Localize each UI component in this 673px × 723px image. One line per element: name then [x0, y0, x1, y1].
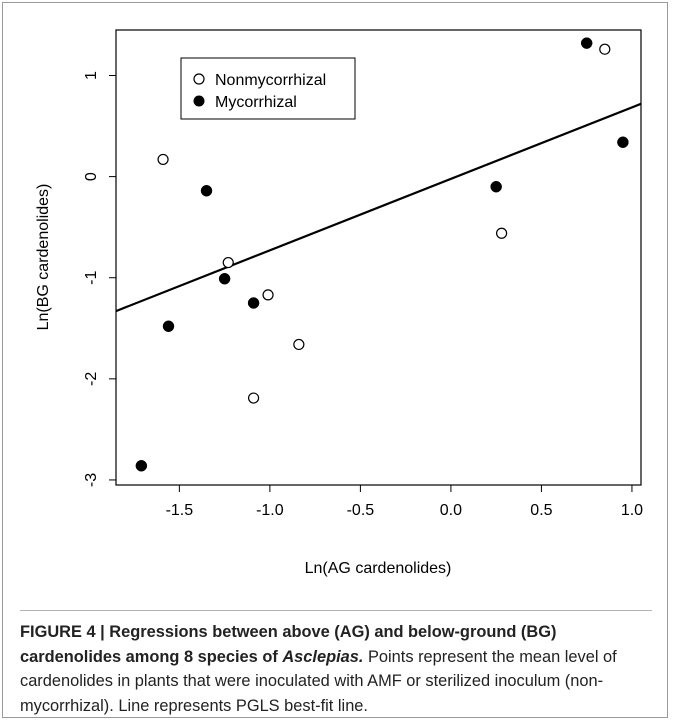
mycorrhizal-point — [135, 460, 148, 472]
nonmycorrhizal-point — [262, 289, 274, 301]
nonmycorrhizal-point — [293, 338, 305, 351]
nonmycorrhizal-point — [157, 153, 169, 166]
data-points — [135, 37, 629, 472]
x-tick-label: -1.0 — [256, 502, 284, 519]
y-axis-label: Ln(BG cardenolides) — [35, 184, 52, 331]
mycorrhizal-point — [247, 297, 260, 309]
nonmycorrhizal-point — [247, 392, 260, 404]
x-tick-label: 0.0 — [440, 502, 462, 519]
legend-box — [180, 57, 356, 120]
mycorrhizal-point — [617, 136, 629, 148]
y-tick-label: 1 — [83, 71, 100, 80]
x-tick-label: 0.5 — [530, 502, 552, 519]
y-tick-label: 0 — [83, 172, 100, 181]
legend: Nonmycorrhizal Mycorrhizal — [180, 57, 356, 120]
mycorrhizal-point — [200, 185, 213, 197]
mycorrhizal-point — [580, 37, 593, 49]
nonmycorrhizal-point — [496, 227, 508, 239]
legend-label-mycorrhizal: Mycorrhizal — [215, 94, 297, 111]
plot-box — [115, 29, 642, 486]
x-tick-label: -1.5 — [166, 502, 194, 519]
y-axis: -3 -2 -1 0 1 — [83, 71, 116, 487]
x-tick-label: -0.5 — [347, 502, 375, 519]
mycorrhizal-point — [162, 320, 175, 333]
fit-line — [115, 102, 642, 313]
x-tick-label: 1.0 — [621, 502, 643, 519]
caption-label: FIGURE 4 | Regressions between above (AG… — [20, 623, 557, 666]
caption-genus: Asclepias. — [282, 647, 364, 666]
y-tick-label: -3 — [83, 473, 100, 487]
y-tick-label: -2 — [83, 372, 100, 386]
mycorrhizal-point — [490, 180, 502, 193]
nonmycorrhizal-point — [599, 43, 611, 55]
nonmycorrhizal-point — [222, 256, 234, 269]
x-axis: -1.5 -1.0 -0.5 0.0 0.5 1.0 — [166, 485, 643, 519]
legend-filled-circle-marker — [193, 95, 205, 107]
y-tick-label: -1 — [83, 271, 100, 285]
mycorrhizal-point — [218, 272, 231, 285]
legend-label-nonmycorrhizal: Nonmycorrhizal — [215, 72, 326, 89]
x-axis-label: Ln(AG cardenolides) — [305, 560, 452, 577]
legend-open-circle-marker — [193, 73, 205, 85]
figure-caption: FIGURE 4 | Regressions between above (AG… — [20, 610, 652, 718]
caption-text: Points represent the mean level of carde… — [20, 647, 617, 715]
scatter-plot: -1.5 -1.0 -0.5 0.0 0.5 1.0 -3 -2 -1 0 1 Ln(AG car… — [35, 29, 643, 577]
